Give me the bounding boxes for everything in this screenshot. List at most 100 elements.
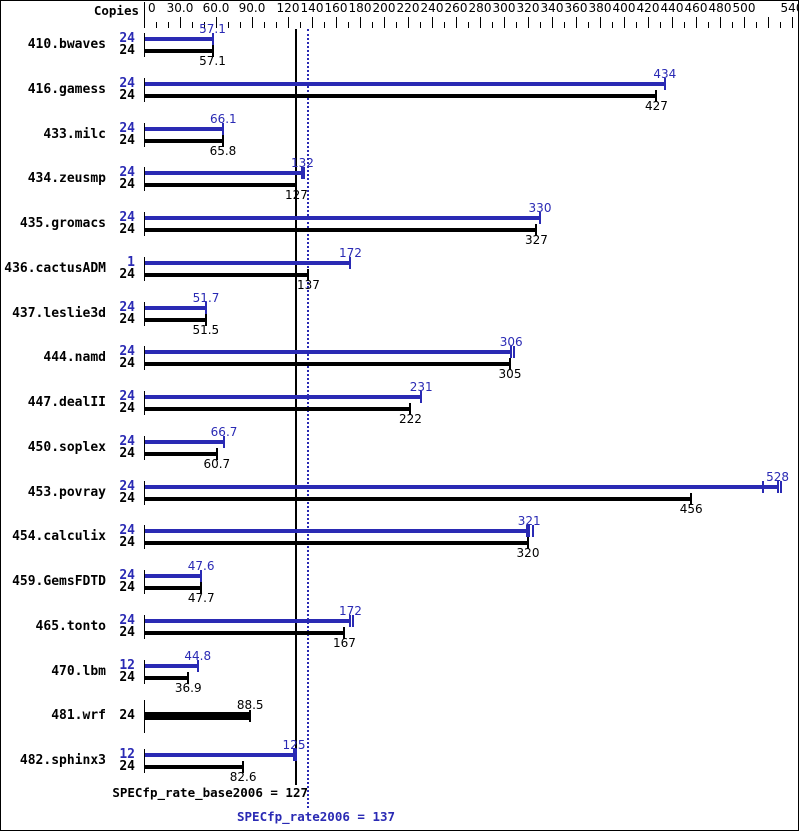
copies-label: 24: [119, 759, 135, 774]
copies-label: 24: [119, 389, 135, 404]
axis-minor-tick: [204, 22, 205, 28]
peak-bar: [145, 37, 213, 41]
base-bar: [145, 362, 510, 367]
benchmark-name: 482.sphinx3: [19, 753, 106, 768]
benchmark-name: 481.wrf: [51, 708, 106, 724]
bar-end-cap: [655, 89, 658, 102]
copies-label: 24: [119, 401, 135, 416]
base-value-label: 127: [284, 188, 308, 203]
bar-end-cap: [527, 537, 529, 550]
copies-label: 24: [119, 210, 135, 225]
run-tick: [302, 167, 305, 180]
benchmark-name: 470.lbm: [51, 663, 106, 679]
axis-tick-label: 340: [540, 1, 564, 15]
base-bar: [145, 541, 528, 546]
bar-end-cap: [222, 122, 225, 135]
benchmark-axis-bracket: [144, 480, 145, 505]
bar-end-cap: [200, 570, 203, 582]
axis-major-tick: [360, 17, 361, 28]
bar-end-cap: [204, 313, 207, 326]
base-value-label: 47.7: [187, 591, 215, 605]
benchmark-axis-bracket: [144, 33, 145, 57]
base-value-label: 222: [398, 412, 422, 426]
benchmark-axis-bracket: [144, 346, 145, 371]
copies-label: 24: [119, 669, 135, 685]
axis-major-tick: [180, 17, 181, 28]
peak-value-label: 51.7: [192, 290, 220, 305]
benchmark-axis-bracket: [144, 212, 145, 236]
axis-major-tick: [528, 17, 529, 28]
axis-tick-label: 90.0: [238, 1, 266, 15]
bar-end-cap: [776, 480, 779, 493]
axis-minor-tick: [396, 22, 397, 28]
copies-label: 24: [119, 87, 135, 103]
benchmark-name: 437.leslie3d: [12, 305, 106, 321]
base-bar: [145, 675, 189, 680]
axis-major-tick: [552, 17, 553, 28]
base-value-label: 137: [296, 277, 320, 292]
benchmark-name: 435.gromacs: [19, 216, 106, 231]
benchmark-name: 453.povray: [27, 484, 106, 500]
base-bar: [145, 93, 657, 98]
benchmark-name: 465.tonto: [35, 618, 106, 634]
benchmark-name: 433.milc: [43, 126, 106, 142]
axis-minor-tick: [732, 22, 733, 28]
bar-end-cap: [293, 749, 295, 761]
copies-label: 24: [119, 177, 135, 193]
axis-minor-tick: [468, 22, 469, 28]
bar-end-cap: [663, 77, 666, 90]
bar-end-cap: [211, 45, 214, 57]
base-value-label: 305: [498, 367, 522, 382]
axis-minor-tick: [612, 22, 613, 28]
base-bar: [145, 272, 309, 277]
benchmark-axis-bracket: [144, 749, 145, 773]
axis-major-tick: [792, 17, 793, 28]
peak-value-label: 231: [409, 380, 433, 394]
base-value-label: 456: [679, 501, 703, 516]
base-result-label: SPECfp_rate_base2006 = 127: [112, 785, 308, 800]
axis-minor-tick: [300, 22, 301, 28]
copies-label: 24: [119, 120, 135, 136]
axis-tick-label: 30.0: [166, 1, 194, 15]
axis-minor-tick: [264, 22, 265, 28]
run-tick: [780, 480, 783, 493]
copies-label: 24: [119, 132, 135, 148]
copies-label: 24: [119, 31, 135, 46]
base-bar: [145, 317, 206, 322]
bar-end-cap: [343, 626, 346, 639]
axis-minor-tick: [516, 22, 517, 28]
benchmark-axis-bracket: [144, 77, 145, 102]
axis-minor-tick: [156, 22, 157, 28]
bar-end-cap: [409, 403, 412, 415]
copies-label: 24: [119, 568, 135, 583]
axis-minor-tick: [540, 22, 541, 28]
peak-bar: [145, 484, 778, 489]
peak-bar: [145, 171, 303, 176]
base-bar: [145, 586, 202, 590]
peak-value-label: 47.6: [187, 559, 215, 573]
axis-tick-label: 180: [348, 1, 372, 15]
bar-end-cap: [196, 659, 199, 672]
bar-end-cap: [690, 492, 693, 505]
peak-value-label: 306: [499, 335, 523, 350]
peak-value-label: 330: [528, 201, 552, 215]
axis-major-tick: [768, 17, 769, 28]
peak-bar: [145, 126, 224, 131]
base-value-label: 167: [332, 635, 356, 650]
copies-label: 24: [119, 445, 135, 461]
axis-minor-tick: [228, 22, 229, 28]
run-tick: [525, 525, 528, 538]
copies-label: 24: [119, 624, 135, 640]
base-value-label: 57.1: [199, 54, 226, 68]
axis-tick-label: 280: [468, 1, 492, 15]
peak-value-label: 66.1: [209, 111, 237, 126]
peak-value-label: 132: [290, 156, 314, 171]
peak-value-label: 172: [338, 245, 362, 260]
run-tick: [762, 480, 765, 493]
peak-value-label: 66.7: [210, 424, 238, 439]
base-bar: [145, 407, 411, 411]
axis-major-tick: [624, 17, 625, 28]
copies-label: 12: [119, 657, 135, 673]
benchmark-axis-bracket: [144, 570, 145, 594]
